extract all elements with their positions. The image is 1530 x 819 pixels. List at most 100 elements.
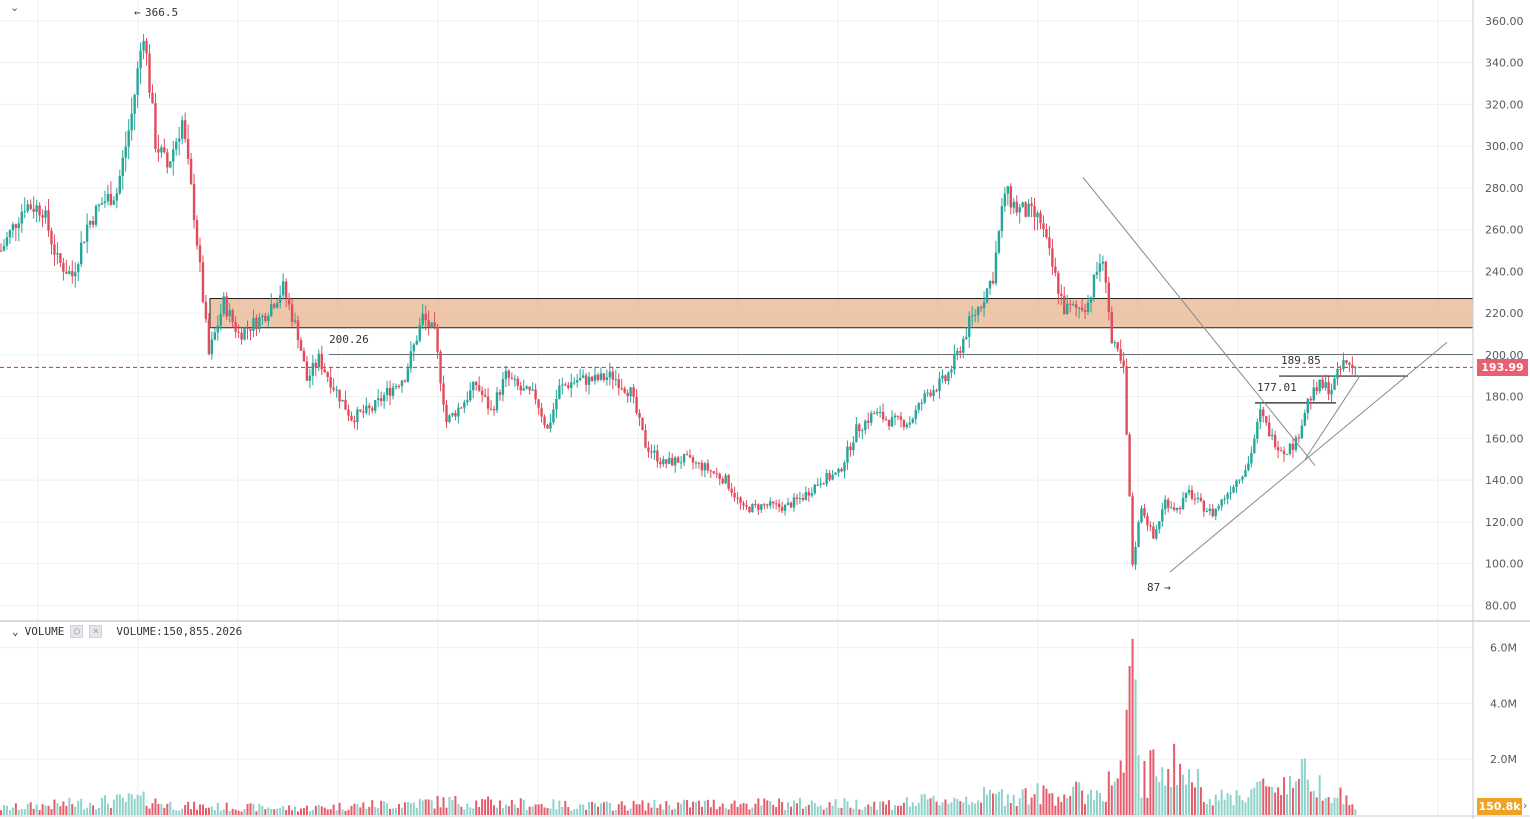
candle-body	[1098, 263, 1102, 272]
volume-bar	[929, 798, 932, 815]
volume-bar	[386, 803, 389, 815]
candle-body	[77, 264, 80, 273]
candle-body	[510, 377, 514, 379]
candle-body	[302, 350, 306, 362]
candle-body	[1223, 498, 1226, 500]
volume-bar	[285, 809, 288, 815]
volume-bar	[1021, 789, 1024, 815]
candle-body	[94, 205, 98, 225]
settings-icon[interactable]: ○	[70, 624, 84, 638]
volume-bar	[959, 801, 962, 815]
volume-bar	[926, 799, 929, 815]
volume-bar	[686, 800, 689, 815]
volume-bar	[706, 799, 709, 815]
volume-bar	[430, 800, 433, 815]
candle-body	[816, 484, 819, 486]
price-tick-label: 120.00	[1485, 516, 1524, 529]
candle-body	[1089, 297, 1093, 303]
volume-bar	[989, 789, 992, 815]
volume-bar	[1342, 804, 1345, 815]
candle-body	[700, 462, 704, 471]
volume-bar	[62, 801, 65, 815]
candle-body	[350, 415, 353, 421]
candle-body	[819, 483, 822, 485]
volume-bar	[790, 806, 793, 815]
candle-body	[445, 404, 448, 423]
candle-body	[691, 457, 695, 463]
scroll-right-icon[interactable]: ›	[1523, 799, 1528, 812]
candle-body	[653, 450, 656, 453]
volume-bar	[1259, 780, 1262, 815]
candle-body	[608, 371, 612, 378]
volume-bar	[35, 804, 38, 815]
volume-bar	[1030, 797, 1033, 815]
volume-bar	[196, 809, 199, 815]
volume-bar	[32, 808, 35, 815]
volume-bar	[724, 808, 727, 815]
volume-bar	[899, 805, 902, 815]
candle-body	[558, 385, 561, 400]
volume-bar	[1288, 775, 1291, 815]
volume-bar	[1003, 805, 1006, 815]
volume-bar	[371, 800, 374, 815]
candle-body	[962, 338, 965, 353]
candle-body	[311, 362, 315, 376]
volume-bar	[1217, 800, 1220, 815]
candle-body	[1030, 203, 1033, 207]
volume-bar	[0, 810, 2, 815]
candle-body	[186, 138, 190, 159]
candle-body	[519, 385, 522, 391]
volume-bar	[1208, 799, 1211, 815]
collapse-chevron-icon[interactable]: ⌄	[12, 624, 19, 638]
low-arrow: →	[1164, 581, 1171, 594]
volume-tick-label: 6.0M	[1490, 642, 1517, 655]
candle-body	[368, 405, 371, 409]
candle-body	[1131, 496, 1134, 565]
candle-body	[252, 318, 255, 331]
volume-bar	[240, 811, 243, 815]
volume-axis[interactable]: 6.0M 4.0M 2.0M	[1490, 642, 1517, 767]
candle-body	[813, 484, 816, 494]
candle-body	[308, 375, 312, 381]
volume-bar	[1220, 789, 1223, 815]
price-tick-label: 260.00	[1485, 224, 1524, 237]
volume-bar	[608, 803, 611, 815]
candle-body	[534, 389, 537, 400]
volume-bar	[537, 804, 540, 815]
candle-body	[1178, 507, 1182, 510]
volume-bar	[528, 806, 531, 815]
candle-body	[688, 455, 692, 458]
volume-bar	[279, 807, 282, 815]
volume-bar	[1280, 795, 1283, 815]
volume-bar	[1143, 760, 1146, 815]
volume-bar	[397, 803, 400, 815]
candle-body	[439, 351, 442, 384]
candle-body	[1315, 387, 1318, 392]
volume-bar	[905, 797, 908, 815]
volume-bar	[810, 800, 813, 815]
candle-body	[41, 215, 44, 218]
volume-bar	[1122, 772, 1125, 815]
volume-bar	[1262, 778, 1265, 815]
volume-bar	[1300, 758, 1303, 815]
price-axis[interactable]: 360.00 340.00 320.00 300.00 280.00 260.00 240.…	[1485, 15, 1524, 613]
volume-bar	[344, 810, 347, 815]
volume-bar	[1066, 798, 1069, 815]
candle-body	[451, 412, 454, 416]
volume-bar	[258, 803, 261, 815]
chevron-down-icon[interactable]: ⌄	[10, 1, 20, 14]
candle-body	[359, 409, 362, 412]
close-icon[interactable]: ×	[89, 624, 103, 638]
candle-body	[763, 504, 766, 506]
candle-body	[365, 405, 368, 413]
candle-body	[1202, 500, 1206, 512]
volume-bar	[1042, 785, 1045, 815]
volume-bar	[709, 807, 712, 815]
volume-bar	[350, 805, 353, 815]
candle-body	[647, 447, 650, 452]
volume-bar	[834, 799, 837, 815]
volume-bar	[207, 807, 210, 815]
candle-body	[240, 332, 243, 340]
candle-body	[769, 501, 772, 506]
